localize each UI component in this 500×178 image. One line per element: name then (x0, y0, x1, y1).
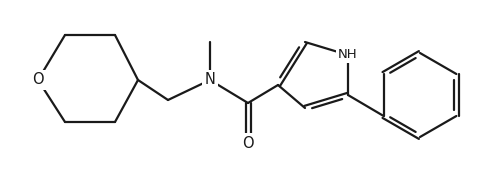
Text: O: O (32, 72, 44, 88)
Text: N: N (204, 72, 216, 88)
Text: NH: NH (338, 48, 358, 62)
Text: O: O (242, 135, 254, 151)
